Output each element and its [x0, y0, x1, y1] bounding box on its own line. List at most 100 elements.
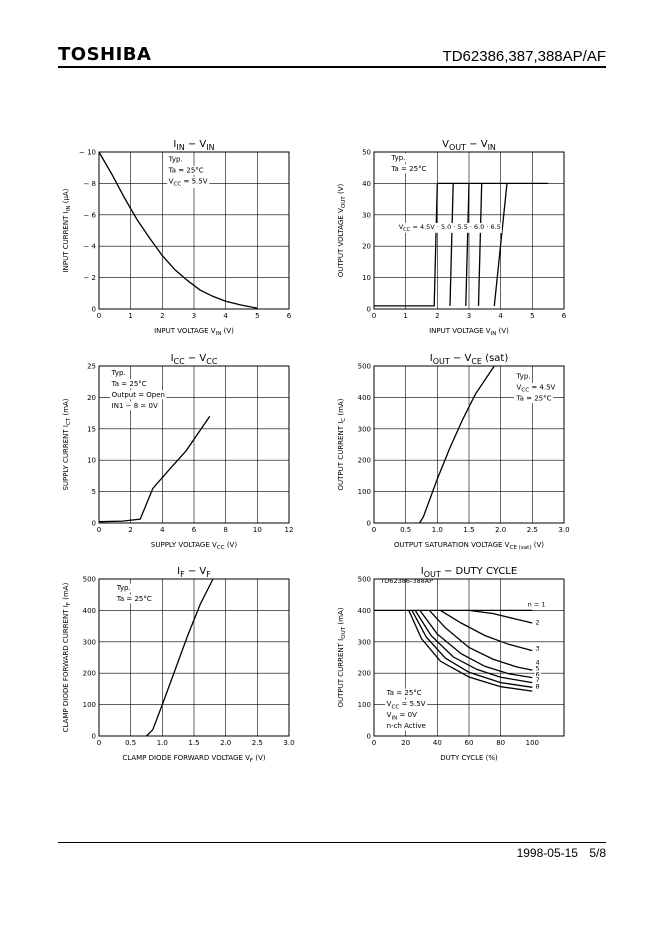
- series-annotation: 4: [536, 659, 540, 667]
- x-axis-label: CLAMP DIODE FORWARD VOLTAGE VF (V): [122, 754, 265, 764]
- chart-title: IF − VF: [177, 566, 211, 579]
- y-tick-label: 10: [87, 457, 96, 465]
- y-tick-label: 25: [87, 363, 96, 371]
- chart-note: IN1 − 8 = 0V: [112, 402, 158, 410]
- y-tick-label: 5: [92, 488, 96, 496]
- plot-frame: [373, 151, 565, 310]
- x-tick-label: 3: [467, 312, 471, 320]
- x-tick-label: 2.5: [252, 739, 263, 747]
- chart-note: Typ.: [390, 154, 405, 162]
- x-tick-label: 4: [223, 312, 228, 320]
- series-annotation: 3: [536, 645, 540, 653]
- y-tick-label: 200: [358, 670, 371, 678]
- footer-page: 5/8: [589, 846, 606, 860]
- y-tick-label: 0: [367, 520, 371, 528]
- chart-iin-vin: 0 1 2 3 4 5 6 0 − 2 − 4 − 6 − 8 − 10 IIN − VIN INPUT V…: [62, 139, 292, 337]
- y-axis-label: SUPPLY CURRENT ICT (mA): [62, 398, 72, 490]
- series-line: [374, 182, 549, 307]
- y-tick-label: 300: [358, 425, 371, 433]
- y-tick-label: 500: [358, 576, 371, 584]
- x-tick-label: 0.5: [125, 739, 136, 747]
- chart-note: VIN = 0V: [387, 711, 417, 721]
- chart-note: Typ.: [111, 369, 126, 377]
- x-tick-label: 6: [287, 312, 292, 320]
- x-tick-label: 3.0: [283, 739, 294, 747]
- y-tick-label: 0: [367, 306, 371, 314]
- series-line: [411, 610, 533, 688]
- y-tick-label: 0: [367, 733, 371, 741]
- x-axis-label: INPUT VOLTAGE VIN (V): [154, 327, 234, 337]
- x-tick-label: 3: [192, 312, 196, 320]
- chart-note: Typ.: [168, 155, 183, 163]
- x-tick-label: 0: [97, 312, 101, 320]
- series-line: [449, 183, 454, 306]
- plot-frame: [98, 578, 290, 737]
- x-axis-label: DUTY CYCLE (%): [440, 754, 498, 762]
- x-tick-label: 12: [285, 526, 294, 534]
- y-tick-label: 200: [83, 670, 96, 678]
- chart-if-vf: 0 0.5 1.0 1.5 2.0 2.5 3.0 0 100 200 300 400 500 IF − …: [62, 566, 295, 764]
- chart-note: n-ch Active: [387, 722, 426, 730]
- series-line: [408, 610, 533, 692]
- x-tick-label: 0: [372, 739, 376, 747]
- y-tick-label: 100: [358, 701, 371, 709]
- x-tick-label: 100: [526, 739, 539, 747]
- y-tick-label: 100: [358, 488, 371, 496]
- chart-note: Ta = 25°C: [386, 689, 422, 697]
- x-tick-label: 5: [255, 312, 259, 320]
- y-tick-label: 500: [358, 363, 371, 371]
- x-tick-label: 2: [435, 312, 439, 320]
- chart-note: Ta = 25°C: [111, 380, 147, 388]
- y-axis-label: CLAMP DIODE FORWARD CURRENT IF (mA): [62, 582, 72, 732]
- y-tick-label: 400: [358, 394, 371, 402]
- chart-note: Typ.: [516, 373, 531, 381]
- x-tick-label: 60: [465, 739, 474, 747]
- x-tick-label: 2.0: [495, 526, 506, 534]
- y-tick-label: 0: [92, 306, 96, 314]
- footer: 1998-05-15 5/8: [509, 846, 606, 860]
- chart-note: Ta = 25°C: [390, 165, 426, 173]
- x-axis-label: INPUT VOLTAGE VIN (V): [429, 327, 509, 337]
- series-line: [465, 183, 470, 306]
- chart-title: IOUT − VCE (sat): [430, 353, 509, 366]
- chart-title: IIN − VIN: [173, 139, 214, 152]
- y-tick-label: 50: [362, 149, 371, 157]
- chart-title: IOUT − DUTY CYCLE: [421, 566, 517, 579]
- series-line: [98, 415, 211, 523]
- y-tick-label: − 4: [83, 243, 96, 251]
- x-tick-label: 1.5: [188, 739, 199, 747]
- series-annotation: 5: [536, 665, 540, 673]
- y-tick-label: 200: [358, 457, 371, 465]
- footer-date: 1998-05-15: [516, 846, 578, 860]
- x-tick-label: 40: [433, 739, 442, 747]
- x-tick-label: 0.5: [400, 526, 411, 534]
- x-axis-label: OUTPUT SATURATION VOLTAGE VCE (sat) (V): [394, 541, 544, 551]
- y-tick-label: 10: [362, 274, 371, 282]
- y-axis-label: INPUT CURRENT IIN (μA): [62, 188, 72, 272]
- series-annotation: 8: [536, 682, 540, 690]
- chart-note: Ta = 25°C: [168, 166, 204, 174]
- chart-title: ICC − VCC: [171, 353, 218, 366]
- series-line: [414, 610, 533, 684]
- x-tick-label: 4: [498, 312, 503, 320]
- series-line: [440, 609, 533, 652]
- plot-frame: [373, 365, 565, 524]
- series-annotation: n = 1: [528, 600, 546, 608]
- y-tick-label: − 10: [79, 149, 96, 157]
- chart-note: VCC = 5.5V: [169, 177, 208, 187]
- plot-frame: [373, 578, 565, 737]
- x-tick-label: 6: [562, 312, 567, 320]
- x-tick-label: 0: [97, 526, 101, 534]
- y-tick-label: 100: [83, 701, 96, 709]
- x-tick-label: 2: [160, 312, 164, 320]
- x-tick-label: 6: [192, 526, 197, 534]
- chart-note: Output = Open: [112, 391, 165, 399]
- y-tick-label: − 6: [83, 211, 96, 219]
- y-tick-label: − 8: [83, 180, 96, 188]
- series-annotation: 2: [536, 619, 540, 627]
- y-tick-label: 30: [362, 211, 371, 219]
- chart-title: VOUT − VIN: [442, 139, 496, 152]
- y-axis-label: OUTPUT CURRENT IC (mA): [337, 398, 347, 490]
- series-annotation: 7: [536, 676, 540, 684]
- x-tick-label: 10: [253, 526, 262, 534]
